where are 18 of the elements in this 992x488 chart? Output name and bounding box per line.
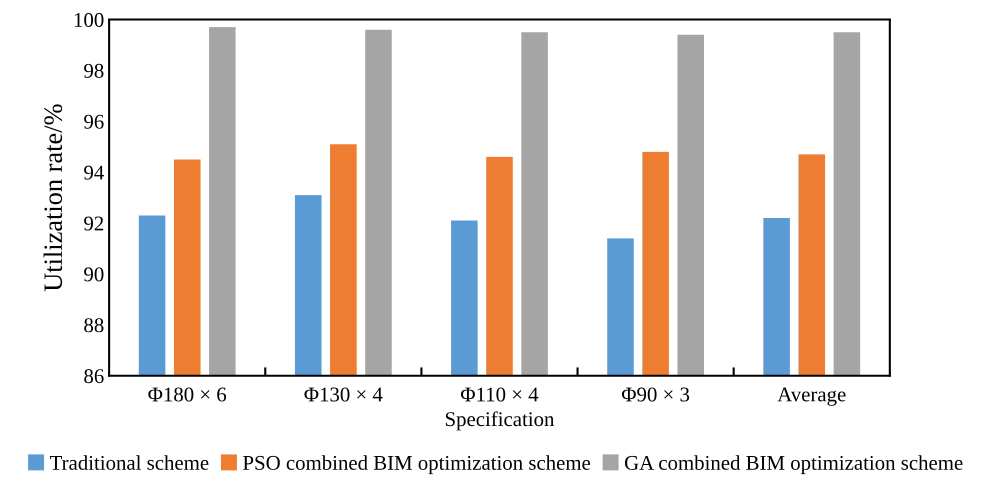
y-tick-label: 98 bbox=[84, 64, 104, 78]
y-tick-label: 94 bbox=[84, 166, 104, 180]
legend-label: Traditional scheme bbox=[50, 455, 208, 470]
y-tick-label: 86 bbox=[84, 369, 104, 384]
y-tick-label: 100 bbox=[74, 12, 104, 27]
x-tick-label: Φ110 × 4 bbox=[460, 387, 538, 402]
legend-label: PSO combined BIM optimization scheme bbox=[243, 455, 590, 474]
y-tick-label: 90 bbox=[84, 267, 104, 282]
legend-label: GA combined BIM optimization scheme bbox=[624, 455, 962, 474]
x-tick-label: Φ180 × 6 bbox=[148, 387, 226, 402]
x-tick-label: Φ130 × 4 bbox=[304, 387, 383, 402]
x-tick-label: Average bbox=[777, 388, 846, 406]
y-axis-title: Utilization rate/% bbox=[44, 104, 62, 292]
x-tick-label: Φ90 × 3 bbox=[622, 387, 690, 402]
y-tick-label: 96 bbox=[84, 114, 104, 129]
x-axis-title: Specification bbox=[446, 411, 554, 430]
y-tick-label: 88 bbox=[84, 318, 104, 332]
y-tick-label: 92 bbox=[84, 216, 104, 231]
